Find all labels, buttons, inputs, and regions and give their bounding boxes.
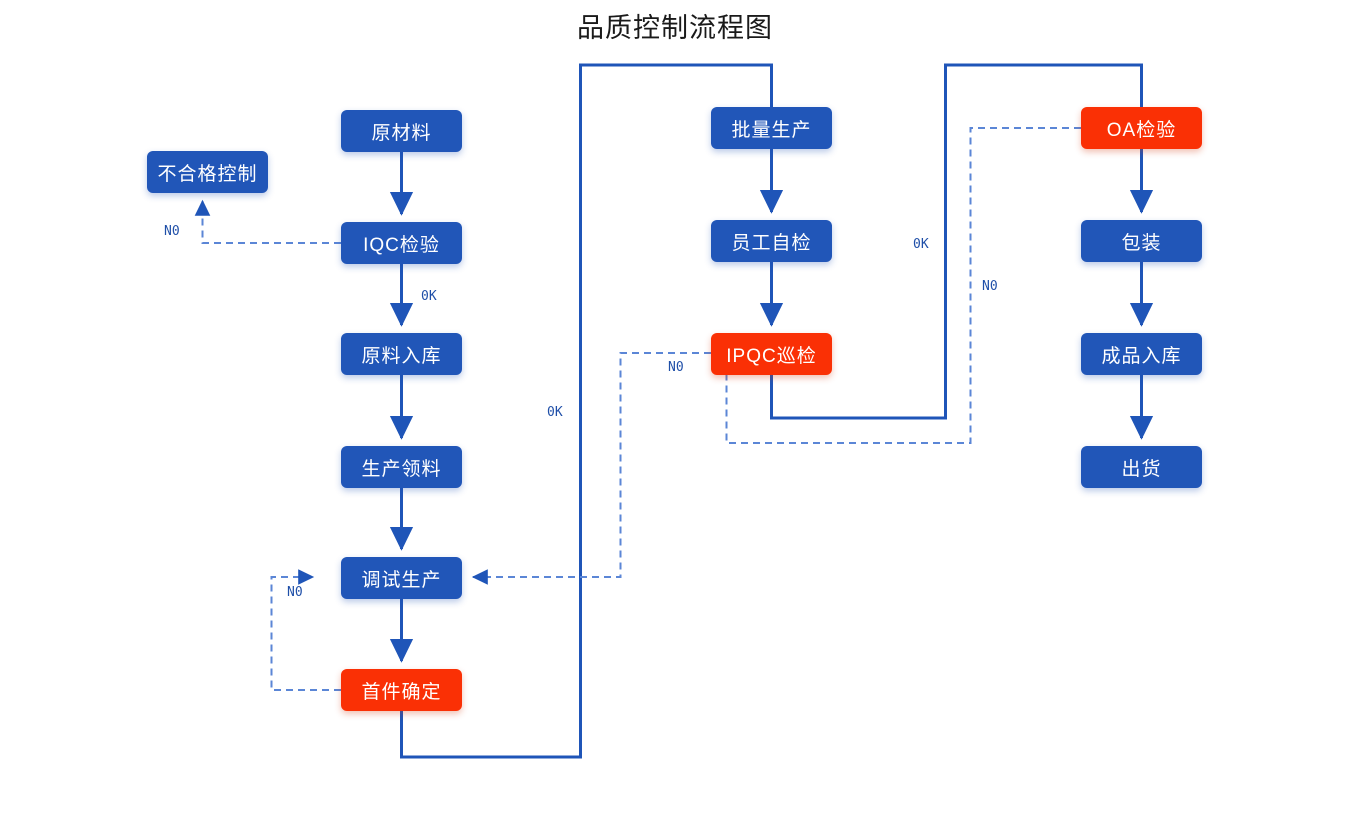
node-self-inspection[interactable]: 员工自检	[711, 220, 832, 262]
node-production-picking[interactable]: 生产领料	[341, 446, 462, 488]
node-iqc-inspection[interactable]: IQC检验	[341, 222, 462, 264]
node-label: IPQC巡检	[726, 345, 817, 367]
edge-ipqc-to-oa-inspection	[770, 63, 1143, 420]
node-ipqc-patrol[interactable]: IPQC巡检	[711, 333, 832, 375]
node-label: OA检验	[1106, 119, 1177, 141]
node-label: 批量生产	[731, 119, 812, 141]
edge-iqc-to-nonconform-control	[194, 199, 341, 244]
node-mass-production[interactable]: 批量生产	[711, 107, 832, 149]
node-label: 包装	[1121, 232, 1162, 254]
node-packaging[interactable]: 包装	[1081, 220, 1202, 262]
node-oa-inspection[interactable]: OA检验	[1081, 107, 1202, 149]
edge-label-ipqc-ok: 0K	[913, 237, 929, 252]
edge-ipqc-to-trial-production	[471, 352, 711, 585]
node-finished-warehouse[interactable]: 成品入库	[1081, 333, 1202, 375]
edge-label-trial-no: N0	[287, 585, 303, 600]
node-label: 出货	[1121, 458, 1162, 480]
edge-first-article-to-mass	[400, 63, 773, 759]
node-label: 原料入库	[361, 345, 442, 367]
node-label: 生产领料	[361, 458, 442, 480]
node-shipment[interactable]: 出货	[1081, 446, 1202, 488]
node-label: 不合格控制	[157, 163, 258, 185]
node-label: IQC检验	[363, 234, 440, 256]
edge-label-iqc-no: N0	[164, 224, 180, 239]
node-first-article[interactable]: 首件确定	[341, 669, 462, 711]
node-trial-production[interactable]: 调试生产	[341, 557, 462, 599]
node-label: 调试生产	[361, 569, 442, 591]
edge-label-iqc-ok: 0K	[421, 289, 437, 304]
edge-first-article-to-trial	[270, 569, 341, 691]
edge-label-first-article-ok: 0K	[547, 405, 563, 420]
node-label: 员工自检	[731, 232, 812, 254]
node-label: 首件确定	[361, 681, 442, 703]
page-title: 品质控制流程图	[577, 13, 773, 44]
edge-oa-to-ipqc	[725, 127, 1081, 444]
node-label: 原材料	[371, 122, 432, 144]
node-raw-material[interactable]: 原材料	[341, 110, 462, 152]
node-nonconform-control[interactable]: 不合格控制	[147, 151, 268, 193]
edge-label-oa-no: N0	[982, 279, 998, 294]
node-label: 成品入库	[1101, 345, 1182, 367]
edge-label-ipqc-no: N0	[668, 360, 684, 375]
node-material-warehouse[interactable]: 原料入库	[341, 333, 462, 375]
